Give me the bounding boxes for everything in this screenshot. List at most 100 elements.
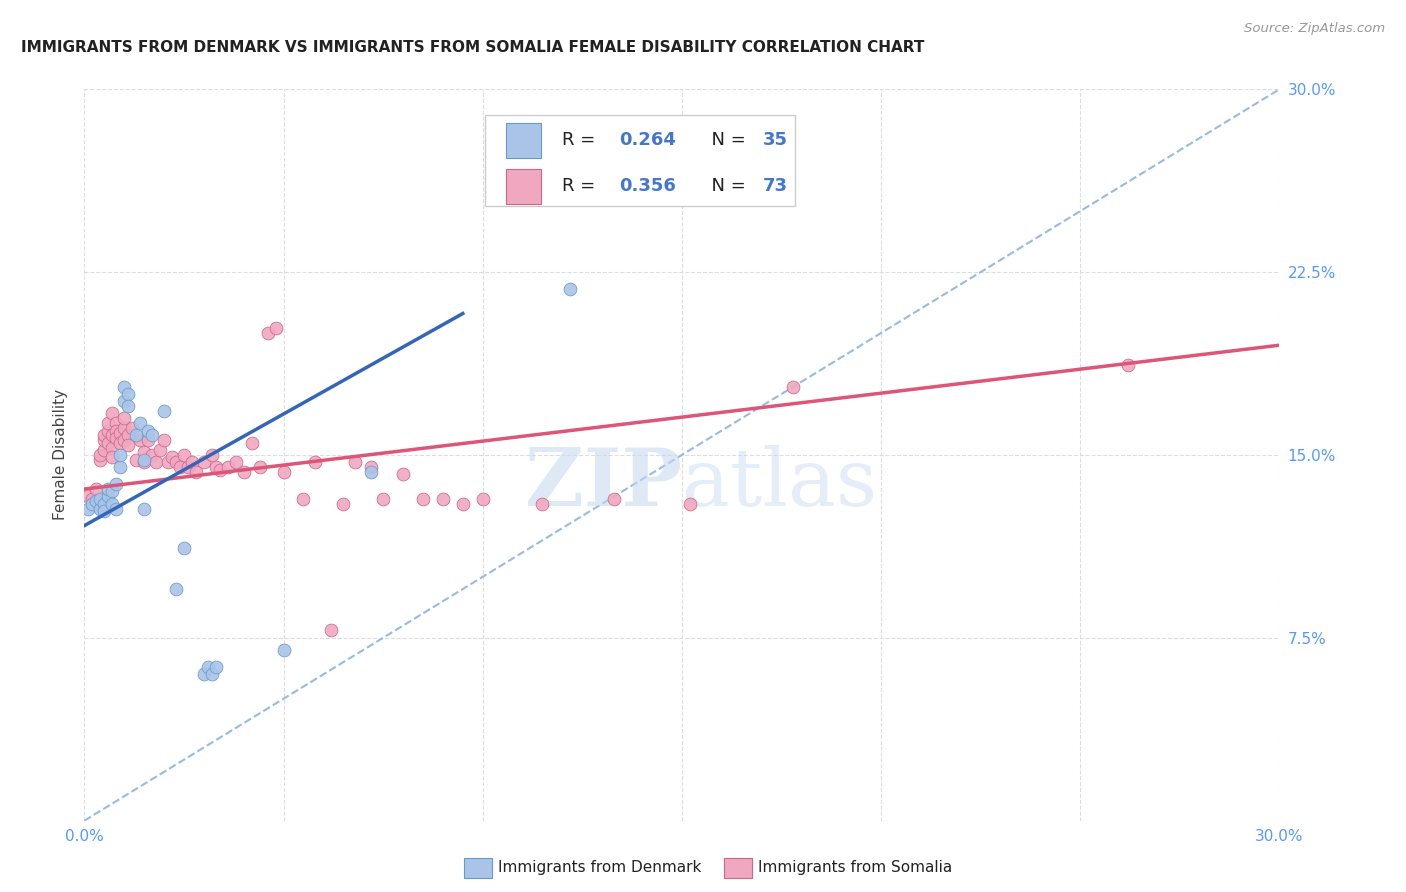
- Point: [136, 434, 159, 448]
- Point: [136, 424, 159, 438]
- Point: [117, 399, 139, 413]
- Point: [129, 416, 152, 430]
- Point: [101, 450, 124, 465]
- Point: [184, 465, 207, 479]
- Point: [86, 497, 108, 511]
- Point: [112, 421, 135, 435]
- Point: [101, 484, 124, 499]
- Point: [373, 491, 395, 506]
- Point: [217, 460, 239, 475]
- Point: [105, 501, 128, 516]
- Point: [225, 455, 247, 469]
- Point: [141, 448, 163, 462]
- Text: Source: ZipAtlas.com: Source: ZipAtlas.com: [1244, 22, 1385, 36]
- Point: [129, 434, 152, 448]
- Point: [232, 465, 254, 479]
- Point: [153, 434, 176, 448]
- Point: [304, 455, 326, 469]
- Point: [86, 494, 108, 508]
- Point: [93, 428, 115, 442]
- Point: [117, 438, 139, 452]
- Point: [132, 455, 156, 469]
- Point: [89, 491, 111, 506]
- Point: [82, 497, 104, 511]
- Text: Immigrants from Denmark: Immigrants from Denmark: [498, 860, 702, 874]
- Point: [205, 660, 228, 674]
- Point: [97, 435, 120, 450]
- Point: [97, 482, 120, 496]
- Point: [149, 443, 172, 458]
- Point: [132, 445, 156, 459]
- Point: [603, 491, 626, 506]
- Point: [201, 667, 224, 681]
- Point: [89, 501, 111, 516]
- Point: [101, 497, 124, 511]
- Point: [165, 455, 187, 469]
- Point: [125, 452, 148, 467]
- Point: [112, 394, 135, 409]
- Point: [197, 660, 219, 674]
- Point: [105, 431, 128, 445]
- Point: [193, 455, 215, 469]
- Point: [112, 434, 135, 448]
- Point: [89, 452, 111, 467]
- Point: [77, 501, 100, 516]
- Point: [273, 643, 295, 657]
- Point: [392, 467, 415, 482]
- Point: [560, 282, 582, 296]
- Text: R =: R =: [562, 131, 602, 149]
- Text: 0.356: 0.356: [620, 178, 676, 195]
- Point: [153, 404, 176, 418]
- Point: [101, 407, 124, 421]
- Point: [249, 460, 271, 475]
- Point: [93, 497, 115, 511]
- Text: atlas: atlas: [682, 445, 877, 524]
- Point: [412, 491, 434, 506]
- Point: [360, 460, 382, 475]
- Point: [82, 491, 104, 506]
- Point: [101, 428, 124, 442]
- Point: [86, 482, 108, 496]
- Point: [93, 504, 115, 518]
- Point: [332, 497, 354, 511]
- Point: [471, 491, 494, 506]
- Text: 35: 35: [763, 131, 787, 149]
- Point: [205, 460, 228, 475]
- Point: [1116, 358, 1139, 372]
- Point: [292, 491, 315, 506]
- Point: [117, 428, 139, 442]
- Point: [97, 424, 120, 438]
- Point: [125, 428, 148, 442]
- Point: [132, 452, 156, 467]
- Text: ZIP: ZIP: [524, 445, 682, 524]
- Text: 0.264: 0.264: [620, 131, 676, 149]
- Point: [105, 424, 128, 438]
- Point: [344, 455, 367, 469]
- Point: [240, 435, 263, 450]
- Point: [432, 491, 454, 506]
- Text: Immigrants from Somalia: Immigrants from Somalia: [758, 860, 952, 874]
- Point: [93, 443, 115, 458]
- Point: [93, 434, 115, 448]
- Point: [110, 460, 132, 475]
- Point: [360, 465, 382, 479]
- Bar: [506, 123, 541, 158]
- Text: N =: N =: [700, 131, 751, 149]
- Point: [173, 541, 195, 555]
- Text: 73: 73: [763, 178, 787, 195]
- Point: [193, 667, 215, 681]
- Point: [121, 421, 143, 435]
- Point: [531, 497, 554, 511]
- Point: [105, 477, 128, 491]
- Point: [112, 379, 135, 393]
- Point: [181, 455, 204, 469]
- Point: [321, 624, 343, 638]
- Point: [160, 450, 183, 465]
- Point: [201, 448, 224, 462]
- Text: R =: R =: [562, 178, 602, 195]
- Point: [110, 435, 132, 450]
- Point: [141, 428, 163, 442]
- Point: [132, 501, 156, 516]
- Point: [117, 387, 139, 401]
- Point: [165, 582, 187, 596]
